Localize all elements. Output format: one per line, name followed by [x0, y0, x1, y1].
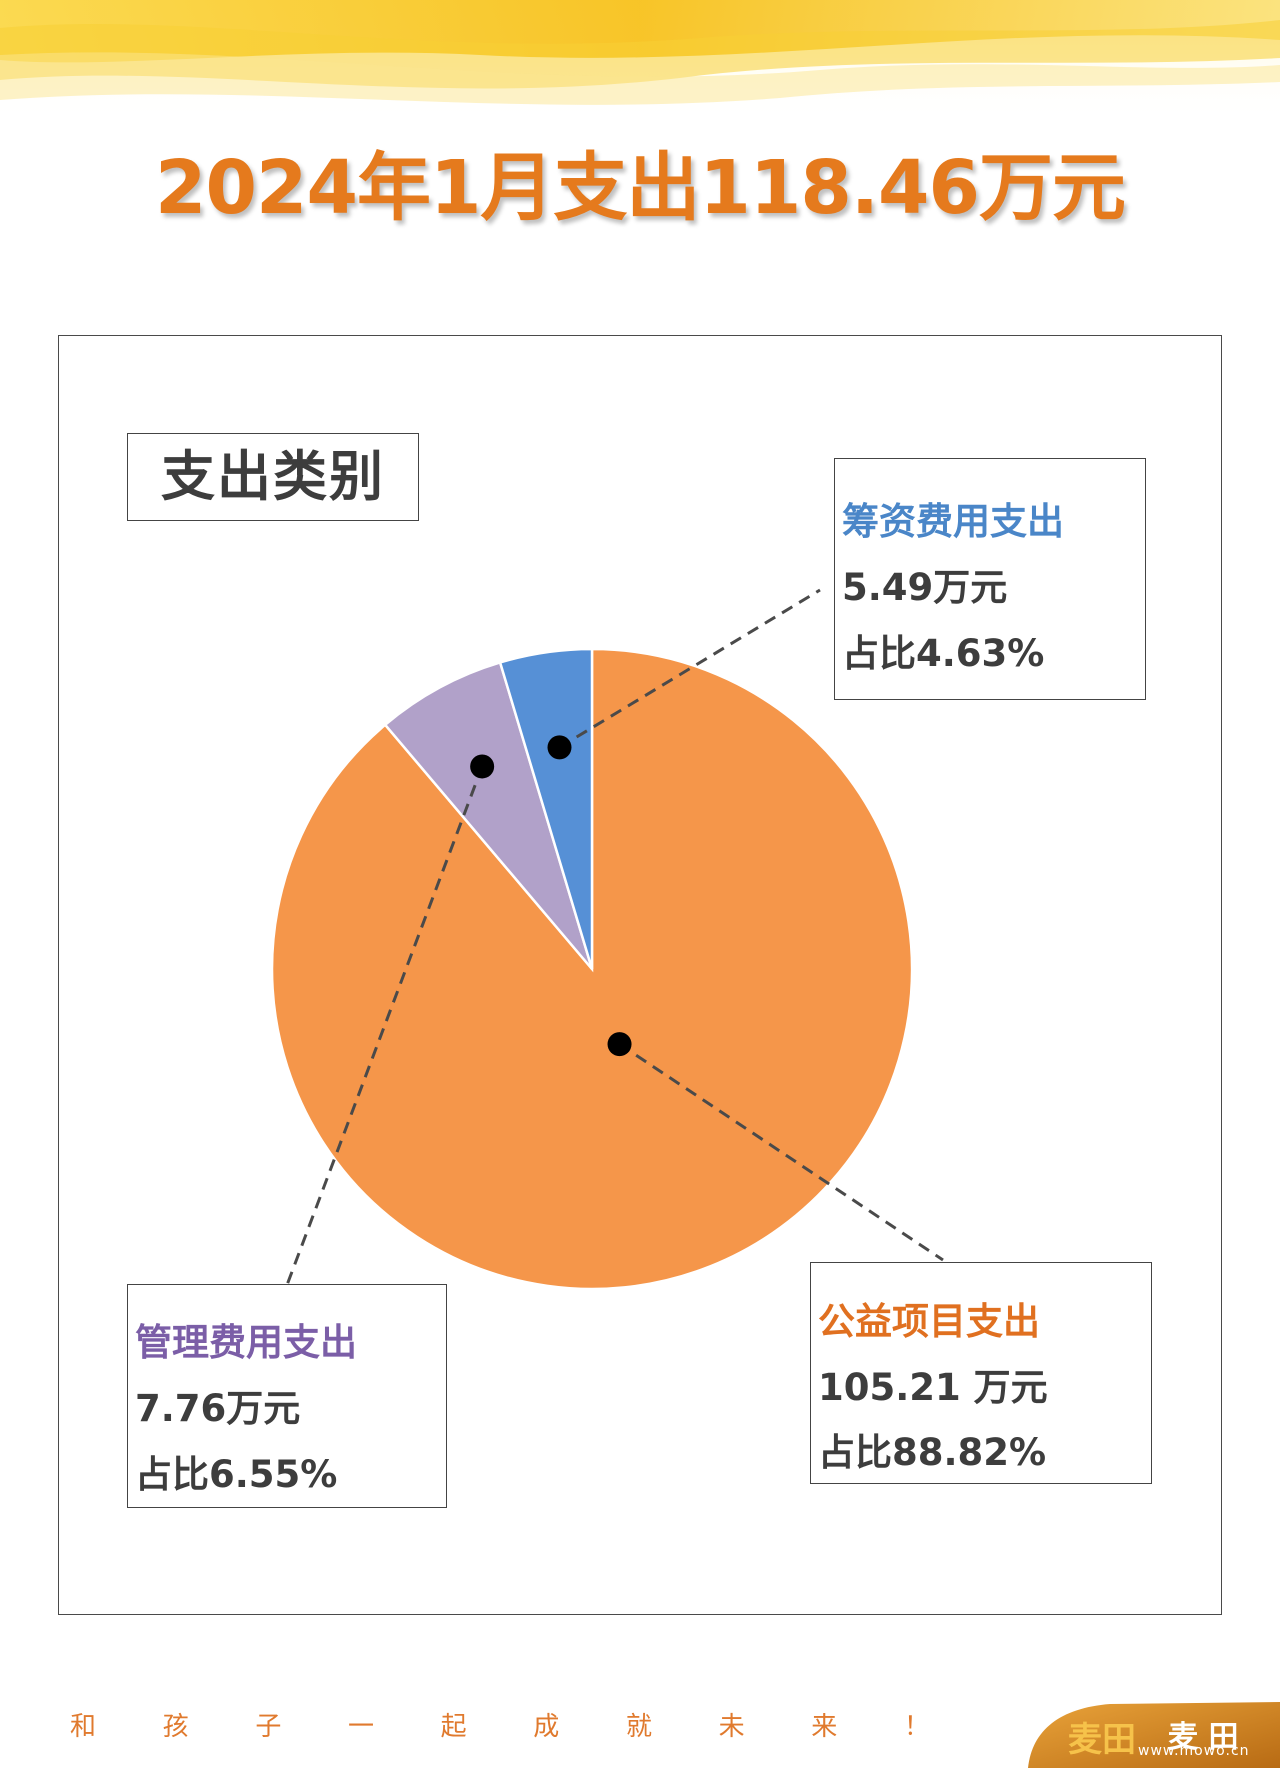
slogan: 和 孩 子 一 起 成 就 未 来 ！: [70, 1706, 930, 1746]
leader-gongyi-line: [618, 1042, 944, 1262]
leader-lines: [285, 588, 944, 1286]
slogan-char: 孩: [162, 1712, 189, 1742]
chart-section-label: 支出类别: [127, 433, 419, 521]
leader-guanli-dot: [470, 754, 495, 779]
callout-gongyi-amount: 105.21 万元: [818, 1366, 1048, 1409]
leader-choufei-line: [558, 588, 821, 749]
slogan-char: 子: [255, 1712, 282, 1742]
pie-slice-guanli: [383, 660, 594, 970]
slogan-char: 成: [533, 1712, 560, 1742]
slogan-char: 未: [718, 1712, 745, 1742]
callout-choufei-percent: 占比4.63%: [842, 632, 1045, 675]
slogan-char: 和: [70, 1712, 97, 1742]
callout-choufei: 筹资费用支出 5.49万元 占比4.63%: [834, 458, 1146, 700]
leader-guanli-line: [285, 765, 484, 1286]
callout-choufei-name: 筹资费用支出: [842, 500, 1064, 543]
slogan-char: ！: [903, 1712, 930, 1742]
callout-gongyi-name: 公益项目支出: [818, 1300, 1040, 1343]
callout-guanli-percent: 占比6.55%: [135, 1453, 338, 1496]
slogan-char: 来: [811, 1712, 838, 1742]
callout-choufei-amount: 5.49万元: [842, 566, 1008, 609]
leader-gongyi-dot: [607, 1032, 632, 1057]
chart-frame: [58, 335, 1222, 1615]
slogan-char: 一: [347, 1712, 374, 1742]
callout-gongyi: 公益项目支出 105.21 万元 占比88.82%: [810, 1262, 1152, 1484]
page-title: 2024年1月支出118.46万元: [154, 145, 1126, 231]
logo-text: 麦田: [1068, 1720, 1136, 1760]
callout-guanli-amount: 7.76万元: [135, 1387, 301, 1430]
logo-text-secondary: 麦 田: [1168, 1720, 1239, 1755]
slogan-char: 就: [625, 1712, 652, 1742]
top-wave-decoration: [0, 0, 1280, 120]
logo-background: [1028, 1702, 1280, 1768]
pie-slices: [270, 647, 914, 1291]
logo-url: www.mowo.cn: [1138, 1743, 1250, 1759]
pie-slice-choufei: [498, 647, 594, 970]
callout-guanli: 管理费用支出 7.76万元 占比6.55%: [127, 1284, 447, 1508]
callout-guanli-name: 管理费用支出: [135, 1321, 357, 1364]
callout-gongyi-percent: 占比88.82%: [818, 1431, 1047, 1474]
leader-choufei-dot: [547, 735, 572, 760]
brand-logo: 麦田 麦 田 www.mowo.cn: [1010, 1690, 1280, 1768]
slogan-char: 起: [440, 1712, 467, 1742]
